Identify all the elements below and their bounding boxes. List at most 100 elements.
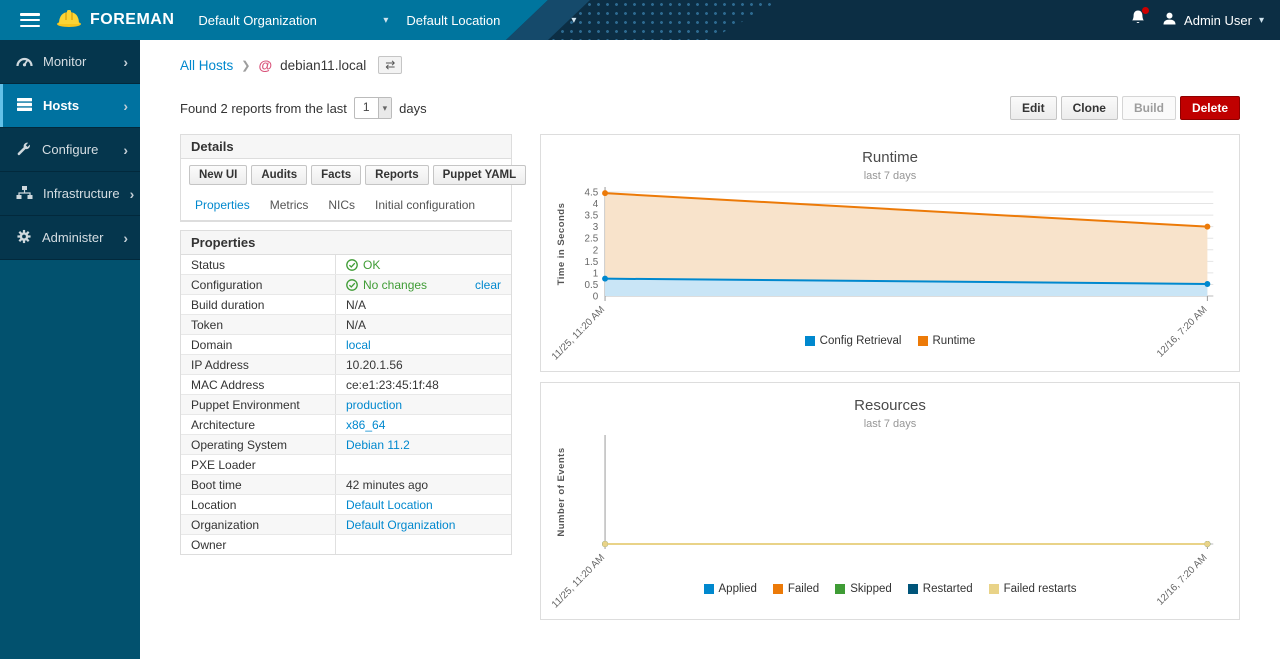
puppet-yaml-button[interactable]: Puppet YAML xyxy=(432,165,527,185)
sidebar-item-hosts[interactable]: Hosts › xyxy=(0,84,140,128)
delete-button[interactable]: Delete xyxy=(1179,96,1240,120)
chevron-right-icon: › xyxy=(123,97,128,114)
svg-text:11/25, 11:20 AM: 11/25, 11:20 AM xyxy=(551,304,607,362)
tab-metrics[interactable]: Metrics xyxy=(269,198,309,212)
sidebar-item-infrastructure[interactable]: Infrastructure › xyxy=(0,172,140,216)
resources-chart-panel: Resources last 7 days 11/25, 11:20 AM 12/16… xyxy=(540,382,1240,620)
property-row-domain: Domain local xyxy=(181,335,511,355)
user-menu[interactable]: Admin User ▾ xyxy=(1162,11,1264,29)
legend-item-config-retrieval[interactable]: Config Retrieval xyxy=(804,335,902,347)
location-dropdown[interactable]: Default Location ▾ xyxy=(406,13,576,28)
svg-text:4: 4 xyxy=(593,199,599,210)
reports-button[interactable]: Reports xyxy=(365,165,429,185)
notification-badge xyxy=(1142,7,1150,14)
chevron-right-icon: › xyxy=(123,141,128,158)
breadcrumb-all-hosts-link[interactable]: All Hosts xyxy=(180,57,234,73)
clone-button[interactable]: Clone xyxy=(1060,96,1118,120)
property-value-link[interactable]: Default Organization xyxy=(346,517,456,532)
debian-os-icon: @ xyxy=(258,57,273,73)
hamburger-menu-icon[interactable] xyxy=(20,13,40,27)
chart-legend: Applied Failed Skipped Restarted Failed rest… xyxy=(541,583,1239,595)
chevron-down-icon: ▾ xyxy=(383,14,389,26)
audits-button[interactable]: Audits xyxy=(251,165,308,185)
svg-text:1: 1 xyxy=(593,268,599,279)
server-icon xyxy=(16,97,33,115)
details-panel-title: Details xyxy=(181,135,511,159)
facts-button[interactable]: Facts xyxy=(311,165,362,185)
property-value: N/A xyxy=(346,297,367,312)
property-value-link[interactable]: local xyxy=(346,337,371,352)
property-value-link[interactable]: x86_64 xyxy=(346,417,386,432)
host-switcher-button[interactable]: ⇄ xyxy=(378,56,403,74)
svg-text:2.5: 2.5 xyxy=(585,234,599,245)
legend-item-failed[interactable]: Failed xyxy=(772,583,819,595)
gear-icon xyxy=(16,229,32,247)
property-row-puppet-environment: Puppet Environment production xyxy=(181,395,511,415)
legend-item-skipped[interactable]: Skipped xyxy=(835,583,892,595)
svg-text:3: 3 xyxy=(593,222,599,233)
chevron-down-icon: ▾ xyxy=(377,98,392,118)
property-row-location: Location Default Location xyxy=(181,495,511,515)
property-label: MAC Address xyxy=(181,375,336,394)
sidebar-item-administer[interactable]: Administer › xyxy=(0,216,140,260)
property-row-mac-address: MAC Address ce:e1:23:45:1f:48 xyxy=(181,375,511,395)
property-value-link[interactable]: Debian 11.2 xyxy=(346,437,410,452)
property-value-link[interactable]: Default Location xyxy=(346,497,433,512)
wrench-icon xyxy=(16,141,32,159)
property-label: Domain xyxy=(181,335,336,354)
organization-dropdown[interactable]: Default Organization ▾ xyxy=(198,13,388,28)
tab-initial-configuration[interactable]: Initial configuration xyxy=(375,198,476,212)
reports-summary: Found 2 reports from the last 1 ▾ days xyxy=(180,97,427,119)
reports-summary-suffix: days xyxy=(399,100,427,116)
tab-properties[interactable]: Properties xyxy=(195,198,250,212)
breadcrumb-current-host: debian11.local xyxy=(280,57,367,73)
property-label: Configuration xyxy=(181,275,336,294)
legend-swatch xyxy=(703,584,714,594)
clear-link[interactable]: clear xyxy=(474,277,501,292)
tab-nics[interactable]: NICs xyxy=(328,198,356,212)
days-select-value: 1 xyxy=(362,100,370,114)
property-label: Architecture xyxy=(181,415,336,434)
svg-text:Time in Seconds: Time in Seconds xyxy=(555,203,566,286)
build-button[interactable]: Build xyxy=(1121,96,1176,120)
sidebar-item-monitor[interactable]: Monitor › xyxy=(0,40,140,84)
property-label: Status xyxy=(181,255,336,274)
property-value-link[interactable]: production xyxy=(346,397,403,412)
chevron-right-icon: › xyxy=(123,229,128,246)
properties-panel: Properties Status OK Configuration No chang… xyxy=(180,230,512,555)
property-value: ce:e1:23:45:1f:48 xyxy=(346,377,439,392)
chart-title: Runtime xyxy=(862,149,918,166)
property-value: No changes xyxy=(363,277,428,292)
hardhat-icon xyxy=(56,8,82,33)
new-ui-button[interactable]: New UI xyxy=(189,165,248,185)
svg-text:12/16, 7:20 AM: 12/16, 7:20 AM xyxy=(1155,304,1209,359)
days-select[interactable]: 1 ▾ xyxy=(353,97,393,119)
notifications-bell-icon[interactable] xyxy=(1130,7,1150,31)
property-row-status: Status OK xyxy=(181,255,511,275)
property-label: Location xyxy=(181,495,336,514)
chevron-right-icon: › xyxy=(129,185,135,202)
chevron-down-icon: ▾ xyxy=(1258,14,1264,26)
legend-swatch xyxy=(772,584,783,594)
runtime-chart-panel: Runtime last 7 days 0 0.5 1 1.5 2 2.5 3 3.5 4 4.5 11… xyxy=(540,134,1240,372)
legend-item-failed-restarts[interactable]: Failed restarts xyxy=(988,583,1076,595)
legend-item-runtime[interactable]: Runtime xyxy=(917,335,975,347)
sidebar-item-configure[interactable]: Configure › xyxy=(0,128,140,172)
sidebar-item-label: Administer xyxy=(42,230,104,245)
edit-button[interactable]: Edit xyxy=(1009,96,1057,120)
sidebar-item-label: Hosts xyxy=(43,98,80,113)
foreman-logo[interactable]: FOREMAN xyxy=(56,8,174,33)
chevron-down-icon: ▾ xyxy=(571,14,577,26)
top-navbar: FOREMAN Default Organization ▾ Default L… xyxy=(0,0,1280,40)
legend-item-applied[interactable]: Applied xyxy=(703,583,757,595)
location-label: Default Location xyxy=(406,12,501,28)
chevron-right-icon: › xyxy=(123,53,128,70)
property-row-architecture: Architecture x86_64 xyxy=(181,415,511,435)
svg-text:12/16, 7:20 AM: 12/16, 7:20 AM xyxy=(1155,552,1209,607)
legend-item-restarted[interactable]: Restarted xyxy=(907,583,973,595)
sidebar-item-label: Monitor xyxy=(43,54,87,69)
svg-text:4.5: 4.5 xyxy=(585,187,599,198)
user-icon xyxy=(1162,11,1177,29)
svg-text:1.5: 1.5 xyxy=(585,257,599,268)
property-value: 42 minutes ago xyxy=(346,477,429,492)
